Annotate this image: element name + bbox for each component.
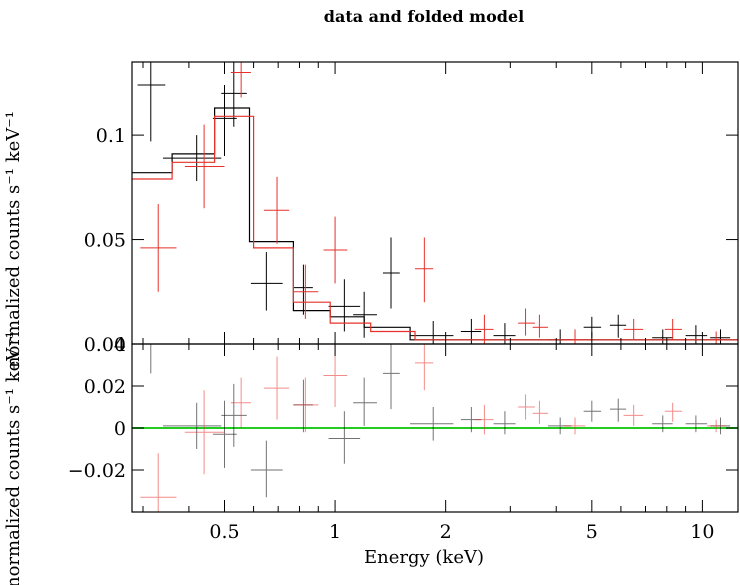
black-error-cross [685,415,708,433]
y-tick-label: 0.02 [84,376,126,398]
x-tick-label: 2 [440,521,452,543]
x-tick-label: 1 [329,521,341,543]
black-error-cross [652,329,673,344]
red-error-cross [474,404,494,435]
red-error-cross [532,400,549,424]
red-error-cross [707,419,727,433]
red-error-cross [664,318,683,340]
black-error-cross [410,407,454,441]
data-panel: 0 0.05 0.1 [84,61,739,356]
x-tick-label: 0.5 [209,521,239,543]
black-error-cross [583,400,602,422]
black-error-cross [382,344,400,410]
chart-title: data and folded model [324,7,524,26]
black-error-cross [652,415,673,433]
black-error-cross [250,252,283,311]
black-error-cross [212,400,237,468]
black-error-cross [221,62,247,127]
red-error-cross [474,314,494,344]
black-error-cross [382,237,400,309]
red-error-cross [293,264,319,319]
red-error-cross [623,318,644,340]
black-model-line [132,107,738,341]
black-error-cross [221,383,247,447]
y-tick-label: 0.04 [84,334,126,356]
black-error-cross [137,62,166,142]
red-error-cross [140,204,177,292]
y-tick-label: 0 [114,418,126,440]
black-error-cross [493,323,516,344]
red-error-cross [518,308,535,336]
x-axis-ticks: 0.5 1 2 5 10 [209,521,714,543]
black-error-cross [609,314,627,338]
black-error-cross [493,411,516,435]
red-error-cross [414,237,434,303]
black-error-cross [353,291,377,338]
data-plot-area [132,62,738,344]
y-tick-label: 0.05 [84,230,126,252]
red-error-cross [184,124,225,209]
black-error-cross [162,402,222,449]
red-error-cross [263,176,290,244]
black-error-cross [137,344,166,374]
residual-panel: −0.02 0 0.02 0.04 [68,334,739,513]
black-error-cross [162,135,222,182]
black-error-cross [548,329,572,344]
black-error-cross [293,379,313,433]
black-error-cross [583,316,602,338]
y-tick-label: 0 [114,334,126,356]
red-error-cross [140,453,177,512]
x-tick-label: 5 [586,521,598,543]
residual-plot-area [132,344,738,512]
x-tick-label: 10 [690,521,714,543]
red-error-cross [184,390,225,475]
red-error-cross [664,402,683,422]
red-model-line [132,115,738,341]
red-error-cross [532,314,549,338]
y-tick-label: 0.1 [96,125,126,147]
black-error-cross [328,411,361,464]
y-axis-label-residual: normalized counts s⁻¹ keV⁻¹ [3,331,24,585]
red-error-cross [518,394,535,420]
black-error-cross [212,84,237,156]
data-panel-frame [131,61,739,345]
black-error-cross [710,329,731,344]
red-error-cross [564,329,586,344]
black-error-cross [293,264,313,315]
y-tick-label: −0.02 [68,460,126,482]
red-error-cross [293,377,319,433]
red-error-cross [414,344,434,391]
red-error-cross [263,356,290,420]
red-error-cross [323,216,348,284]
red-error-cross [623,404,644,426]
black-error-cross [410,321,454,344]
black-error-cross [685,325,708,344]
red-error-cross [230,62,251,98]
y-axis-label-data: normalized counts s⁻¹ keV⁻¹ [3,111,24,368]
red-error-cross [230,377,251,428]
red-error-cross [564,417,586,435]
x-axis-label: Energy (keV) [364,547,484,568]
black-error-cross [353,377,377,426]
black-error-cross [609,398,627,422]
black-error-cross [250,440,283,498]
